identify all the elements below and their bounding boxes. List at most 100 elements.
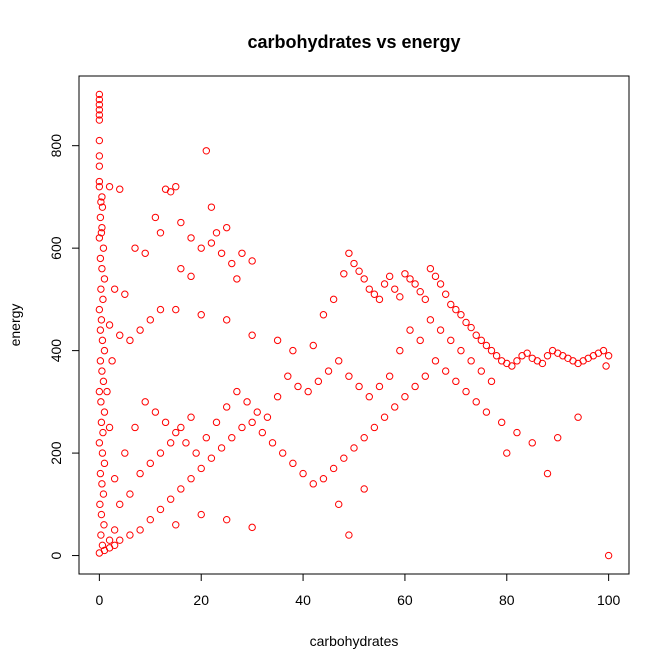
data-point [482,341,491,350]
data-point [482,408,491,416]
data-point [487,346,496,355]
data-point [375,382,384,391]
data-point [273,393,282,401]
data-point [431,272,440,281]
data-point [365,393,373,401]
data-point [100,275,109,283]
data-point [497,418,506,427]
data-point [121,290,129,298]
data-point [99,490,108,498]
data-point [192,449,200,457]
data-point [462,387,470,396]
data-point [426,316,435,324]
data-point [217,249,226,257]
data-point [96,254,105,263]
data-point [110,526,119,534]
data-point [222,223,231,232]
data-point [602,362,610,370]
data-point [207,454,216,462]
data-point [105,536,114,544]
data-point [95,152,104,160]
data-point [248,331,256,339]
data-point [345,531,353,539]
data-point [248,523,256,532]
data-point [166,439,175,447]
data-point [212,418,221,427]
data-point [172,428,180,437]
data-point [95,182,104,191]
data-point [197,510,205,519]
data-point [508,362,516,370]
data-point [401,270,409,278]
data-point [263,413,272,421]
data-point [289,346,297,355]
data-point [172,521,180,529]
data-point [197,464,205,473]
data-point [523,349,531,357]
data-point [477,367,486,375]
data-point [380,413,389,421]
data-point [156,449,165,457]
y-tick-label: 400 [48,339,64,363]
data-point [406,326,414,334]
data-point [360,434,368,442]
data-point [447,336,455,345]
data-point [365,285,373,293]
data-point [294,382,302,391]
data-point [151,213,160,222]
data-point [513,428,521,437]
data-point [141,398,149,406]
data-point [131,423,139,432]
data-point [309,480,317,488]
data-point [99,428,107,437]
data-point [212,229,221,237]
data-point [217,444,226,452]
data-point [513,357,521,365]
data-point [131,244,139,252]
data-point [96,326,105,334]
data-point [329,295,338,304]
data-point [100,408,109,416]
data-point [100,346,109,355]
data-point [121,449,129,457]
data-point [279,449,287,457]
data-point [136,326,144,334]
x-tick-label: 40 [295,592,311,608]
data-point [136,469,144,478]
data-points [95,90,613,560]
data-point [182,439,190,447]
data-point [98,367,106,375]
data-point [156,229,165,237]
y-tick-label: 800 [48,134,64,158]
data-point [340,270,348,278]
data-point [477,336,486,345]
data-point [95,162,104,170]
plot-frame [78,75,630,575]
data-point [96,213,105,222]
data-point [299,469,307,478]
data-point [238,423,246,432]
data-point [385,372,394,380]
data-point [467,357,475,365]
data-point [228,434,236,442]
data-point [100,521,108,529]
data-point [207,203,216,211]
data-point [98,193,106,201]
data-point [436,280,445,288]
data-point [436,326,445,334]
data-point [146,316,155,324]
data-point [574,413,582,421]
data-point [538,359,547,368]
data-point [355,382,363,391]
data-point [329,464,338,473]
data-point [253,408,261,416]
data-point [156,305,165,314]
x-tick-label: 0 [95,592,103,608]
data-point [457,346,465,355]
data-point [406,275,414,283]
data-point [416,336,424,345]
data-point [96,357,105,365]
data-point [543,352,552,360]
data-point [472,398,480,406]
data-point [105,182,114,191]
